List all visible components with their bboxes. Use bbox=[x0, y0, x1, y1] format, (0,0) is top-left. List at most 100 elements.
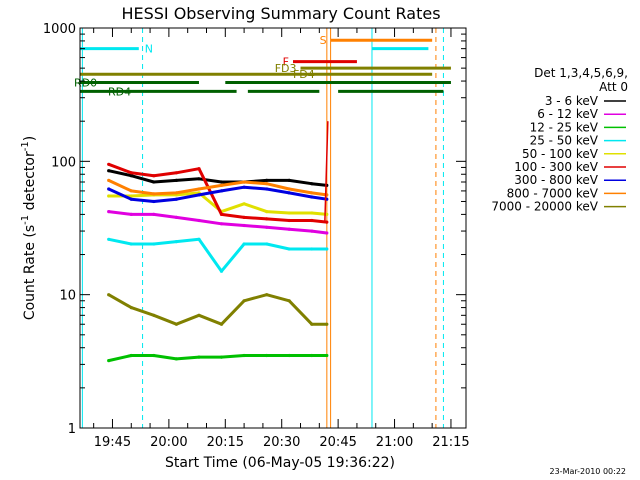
series-point bbox=[310, 353, 314, 358]
series-point bbox=[174, 191, 178, 195]
series-point bbox=[219, 183, 224, 187]
series-point bbox=[287, 178, 291, 182]
series-point bbox=[129, 353, 133, 358]
series-point bbox=[287, 353, 291, 358]
plot-frame bbox=[79, 27, 467, 429]
series-point bbox=[325, 247, 329, 251]
series-point bbox=[107, 162, 111, 166]
series-point bbox=[174, 357, 178, 361]
series-point bbox=[152, 174, 156, 178]
series-point bbox=[197, 313, 201, 317]
series-point bbox=[197, 237, 201, 241]
series-point bbox=[310, 191, 314, 195]
legend-header-line-1: Det 1,3,4,5,6,9, bbox=[534, 66, 628, 80]
flag-label: FD4 bbox=[293, 68, 315, 81]
series-point bbox=[325, 212, 329, 216]
series-point bbox=[197, 193, 201, 197]
series-point bbox=[265, 187, 269, 191]
series-point bbox=[129, 189, 133, 193]
series-point bbox=[242, 202, 246, 206]
series-point bbox=[325, 231, 329, 235]
legend-label: 6 - 12 keV bbox=[537, 107, 599, 121]
y-tick-label: 1000 bbox=[43, 22, 76, 37]
y-tick-label: 10 bbox=[59, 289, 76, 304]
series-point bbox=[325, 322, 329, 326]
x-tick-label: 19:45 bbox=[94, 435, 131, 450]
x-tick-label: 20:45 bbox=[319, 435, 356, 450]
series-point bbox=[174, 178, 178, 182]
flag-label: FD3 bbox=[275, 62, 297, 75]
chart-title: HESSI Observing Summary Count Rates bbox=[121, 4, 440, 23]
series-point bbox=[107, 187, 111, 191]
series-point bbox=[129, 242, 133, 246]
series-point bbox=[129, 174, 133, 178]
legend-label: 300 - 800 keV bbox=[514, 173, 598, 187]
series-point bbox=[219, 355, 224, 359]
series-point bbox=[174, 215, 178, 219]
series-point bbox=[219, 222, 224, 226]
series-point bbox=[197, 187, 201, 191]
series-point bbox=[287, 218, 291, 223]
series-point bbox=[265, 353, 269, 358]
series-point bbox=[219, 269, 224, 273]
series-point bbox=[310, 211, 314, 215]
series-point bbox=[310, 247, 314, 251]
series-point bbox=[265, 178, 269, 182]
series-point bbox=[152, 199, 156, 204]
flag-label: RD4 bbox=[108, 85, 131, 98]
series-point bbox=[107, 293, 111, 297]
series-point bbox=[107, 237, 111, 241]
series-point bbox=[152, 212, 156, 216]
series-point bbox=[242, 223, 246, 228]
series-point bbox=[287, 191, 291, 195]
x-axis-ticks: 19:45 20:00 20:15 20:30 20:45 21:00 21:15 bbox=[93, 28, 470, 450]
flag-label: F bbox=[283, 56, 289, 69]
series-point bbox=[287, 211, 291, 215]
series-point bbox=[287, 299, 291, 303]
flag-label: RD0 bbox=[74, 77, 97, 90]
y-axis-label-superscript: -1 bbox=[20, 215, 31, 225]
y-axis-label-tail: detector bbox=[22, 151, 38, 215]
series-point bbox=[129, 197, 133, 201]
series-point bbox=[107, 359, 111, 363]
x-tick-label: 20:00 bbox=[150, 435, 187, 450]
legend-label: 100 - 300 keV bbox=[514, 160, 598, 174]
x-tick-label: 21:00 bbox=[376, 435, 413, 450]
series-point bbox=[129, 212, 133, 216]
series-point bbox=[174, 240, 178, 244]
y-tick-label: 100 bbox=[51, 155, 76, 170]
series-point bbox=[325, 353, 329, 358]
y-axis-label-main: Count Rate (s bbox=[22, 225, 38, 320]
series-point bbox=[107, 178, 111, 182]
series-point bbox=[174, 197, 178, 201]
series-point bbox=[197, 177, 201, 181]
x-axis-label: Start Time (06-May-05 19:36:22) bbox=[165, 455, 395, 471]
y-tick-label: 1 bbox=[68, 422, 76, 437]
series-point bbox=[325, 220, 329, 224]
flag-label: S bbox=[320, 34, 327, 47]
series-point bbox=[287, 227, 291, 231]
flag-label: N bbox=[145, 43, 153, 56]
legend-label: 50 - 100 keV bbox=[522, 147, 599, 161]
series-point bbox=[265, 217, 269, 221]
series-point bbox=[107, 210, 111, 214]
legend-label: 25 - 50 keV bbox=[530, 134, 599, 148]
series-point bbox=[129, 171, 133, 175]
series-point bbox=[152, 192, 156, 196]
series-point bbox=[265, 293, 269, 297]
series-point bbox=[310, 195, 314, 199]
series-point bbox=[242, 215, 246, 219]
series-point bbox=[107, 194, 111, 198]
legend-label: 12 - 25 keV bbox=[530, 120, 599, 134]
series-point bbox=[310, 218, 314, 223]
series-point bbox=[287, 247, 291, 251]
series-point bbox=[242, 353, 246, 358]
series-point bbox=[197, 355, 201, 359]
series-point bbox=[197, 218, 201, 223]
series-point bbox=[310, 182, 314, 186]
series-point bbox=[265, 182, 269, 186]
legend-label: 7000 - 20000 keV bbox=[491, 200, 598, 214]
series-point bbox=[174, 322, 178, 326]
